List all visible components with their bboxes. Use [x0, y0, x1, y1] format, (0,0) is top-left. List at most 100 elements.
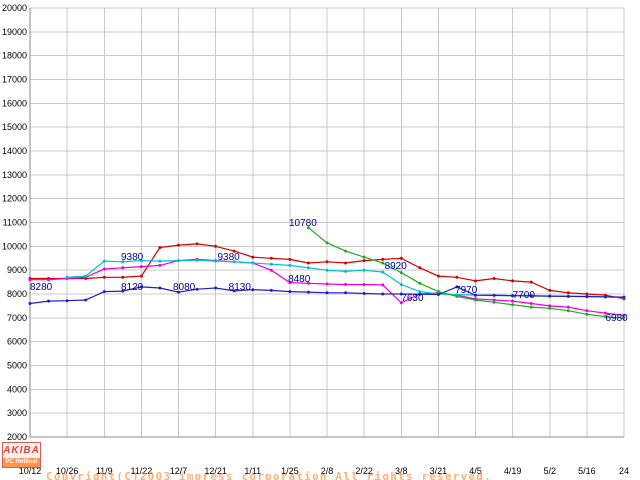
x-axis-tick-label: 2/8	[321, 466, 334, 476]
series-point-red	[251, 255, 255, 259]
series-point-cyan	[381, 270, 385, 274]
series-point-cyan	[399, 283, 403, 286]
series-point-blue	[269, 288, 273, 292]
series-point-magenta	[603, 311, 607, 315]
series-point-red	[436, 274, 440, 278]
series-point-green	[418, 281, 422, 285]
series-point-red	[381, 257, 385, 261]
series-line-green	[308, 227, 625, 319]
series-point-magenta	[325, 282, 329, 286]
series-point-cyan	[251, 261, 255, 265]
price-label: 9380	[217, 252, 240, 263]
series-point-magenta	[47, 278, 51, 282]
series-point-blue	[251, 288, 255, 292]
y-axis-tick-label: 9000	[7, 265, 27, 275]
series-point-cyan	[288, 263, 292, 267]
series-point-cyan	[232, 260, 236, 264]
series-point-blue	[548, 294, 552, 298]
series-point-blue	[84, 298, 88, 302]
series-point-magenta	[28, 278, 32, 282]
x-axis-tick-label: 5/16	[578, 466, 596, 476]
series-point-red	[585, 292, 589, 296]
price-label: 6980	[605, 313, 628, 324]
x-axis-tick-label: 10/12	[19, 466, 42, 476]
x-axis-tick-label: 24	[619, 466, 629, 476]
x-axis-tick-label: 11/9	[96, 466, 113, 476]
price-label: 8080	[173, 282, 196, 293]
series-point-red	[492, 277, 496, 280]
series-point-red	[344, 261, 348, 265]
series-point-cyan	[121, 260, 125, 264]
series-point-magenta	[622, 313, 626, 317]
y-axis-tick-label: 14000	[2, 146, 27, 156]
x-axis-tick-label: 4/5	[469, 466, 482, 476]
series-point-blue	[47, 299, 51, 303]
y-axis-tick-label: 2000	[7, 432, 27, 442]
x-axis-tick-label: 1/11	[244, 466, 261, 476]
series-point-cyan	[306, 266, 310, 270]
series-point-blue	[362, 292, 366, 295]
series-point-blue	[381, 292, 385, 296]
series-point-blue	[603, 295, 607, 299]
series-point-green	[585, 312, 589, 316]
series-point-magenta	[139, 265, 143, 269]
series-point-red	[288, 257, 292, 261]
y-axis-tick-label: 11000	[3, 218, 27, 228]
series-point-red	[269, 256, 273, 260]
series-point-blue	[344, 291, 348, 295]
price-label: 8280	[30, 282, 53, 293]
series-point-red	[121, 275, 125, 279]
x-axis-tick-label: 11/22	[130, 466, 152, 476]
series-point-cyan	[102, 259, 106, 263]
series-point-green	[362, 255, 366, 259]
x-axis-tick-label: 1/25	[281, 466, 299, 476]
series-point-red	[511, 279, 515, 283]
series-point-blue	[158, 286, 162, 290]
series-point-magenta	[306, 281, 310, 285]
series-point-blue	[566, 294, 570, 298]
series-point-green	[399, 271, 403, 275]
price-label: 8130	[229, 282, 252, 293]
y-axis-tick-label: 16000	[2, 98, 27, 108]
series-point-red	[139, 274, 143, 278]
y-axis-tick-label: 18000	[2, 51, 27, 61]
series-point-blue	[529, 294, 533, 298]
series-point-red	[362, 259, 366, 263]
price-label: 7700	[513, 290, 536, 301]
series-point-blue	[65, 299, 69, 303]
series-point-red	[548, 288, 552, 292]
y-axis-tick-label: 5000	[7, 361, 27, 371]
series-point-blue	[214, 286, 218, 290]
series-point-cyan	[362, 268, 366, 272]
series-point-cyan	[195, 258, 199, 262]
x-axis-tick-label: 12/21	[204, 466, 227, 476]
series-point-red	[214, 244, 218, 248]
series-point-magenta	[529, 302, 533, 305]
series-point-red	[195, 242, 199, 246]
series-point-blue	[474, 293, 477, 297]
series-point-green	[306, 226, 310, 230]
x-axis-tick-label: 3/21	[430, 466, 448, 476]
x-axis-tick-label: 5/2	[543, 466, 556, 476]
series-point-magenta	[288, 281, 292, 285]
series-point-red	[306, 261, 310, 265]
price-label: 8920	[385, 261, 408, 272]
series-point-blue	[121, 289, 125, 293]
series-point-blue	[232, 289, 236, 293]
series-point-red	[566, 291, 570, 295]
series-point-magenta	[399, 301, 403, 305]
y-axis-tick-label: 7000	[7, 313, 27, 323]
series-point-red	[474, 279, 477, 283]
y-axis-tick-label: 8000	[7, 289, 27, 299]
series-point-cyan	[139, 259, 143, 263]
series-point-green	[511, 303, 515, 307]
series-point-blue	[585, 295, 589, 299]
series-point-red	[102, 275, 106, 279]
y-axis-tick-label: 20000	[2, 3, 27, 13]
series-point-green	[381, 261, 385, 265]
y-axis-tick-label: 15000	[2, 122, 27, 132]
series-point-green	[566, 309, 570, 313]
series-point-green	[492, 300, 496, 304]
